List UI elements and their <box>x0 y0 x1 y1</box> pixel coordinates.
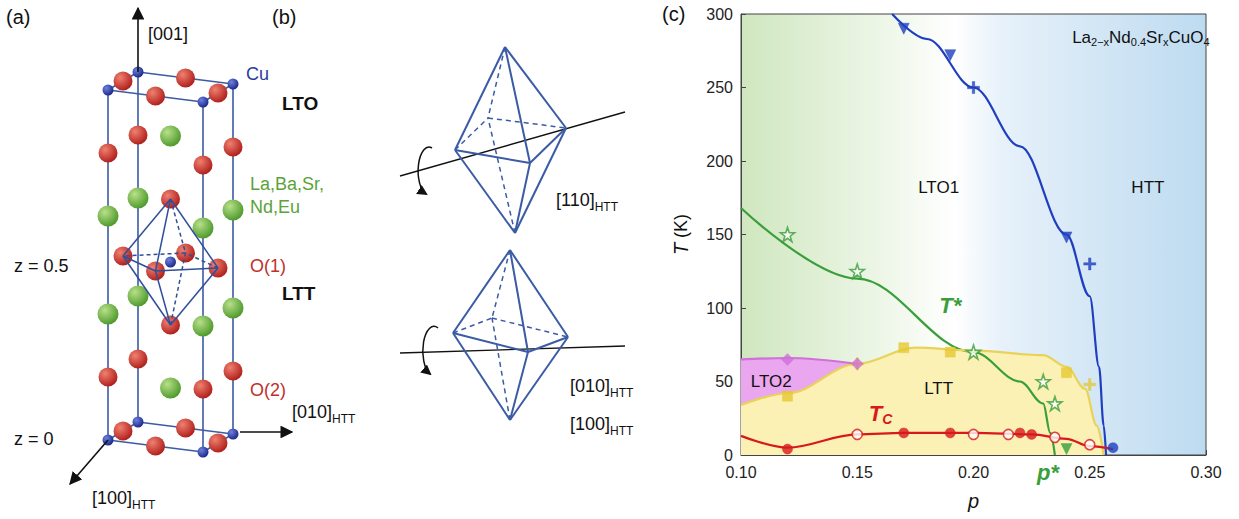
svg-text:[010]HTT: [010]HTT <box>292 402 356 426</box>
svg-text:(a): (a) <box>6 6 30 28</box>
svg-text:Sr: Sr <box>1146 28 1163 47</box>
svg-text:(b): (b) <box>272 6 296 28</box>
svg-text:LTO: LTO <box>282 93 318 114</box>
svg-text:150: 150 <box>706 226 733 243</box>
svg-text:O(1): O(1) <box>250 256 286 276</box>
svg-text:HTT: HTT <box>1131 178 1164 197</box>
svg-text:Cu: Cu <box>246 64 269 84</box>
svg-text:(K): (K) <box>671 214 691 243</box>
svg-text:T*: T* <box>939 293 962 318</box>
svg-text:0.4: 0.4 <box>1131 36 1146 48</box>
svg-text:250: 250 <box>706 79 733 96</box>
svg-text:O(2): O(2) <box>250 380 286 400</box>
svg-text:200: 200 <box>706 153 733 170</box>
svg-text:0: 0 <box>724 447 733 464</box>
svg-text:300: 300 <box>706 6 733 23</box>
svg-text:LTT: LTT <box>924 379 953 398</box>
svg-text:La,Ba,Sr,: La,Ba,Sr, <box>250 174 324 194</box>
svg-text:[100]HTT: [100]HTT <box>92 488 156 512</box>
svg-text:[100]HTT: [100]HTT <box>570 414 634 438</box>
svg-text:La: La <box>1072 28 1091 47</box>
svg-text:100: 100 <box>706 300 733 317</box>
svg-text:LTT: LTT <box>282 283 316 304</box>
svg-text:0.20: 0.20 <box>958 464 989 481</box>
svg-text:z = 0: z = 0 <box>14 429 54 449</box>
svg-text:Nd: Nd <box>1109 28 1131 47</box>
svg-text:Nd,Eu: Nd,Eu <box>250 197 300 217</box>
svg-text:z = 0.5: z = 0.5 <box>14 256 69 276</box>
svg-text:0.25: 0.25 <box>1074 464 1105 481</box>
svg-text:LTO2: LTO2 <box>751 372 792 391</box>
svg-text:[010]HTT: [010]HTT <box>570 376 634 400</box>
svg-text:p*: p* <box>1036 460 1060 485</box>
svg-text:[110]HTT: [110]HTT <box>556 190 619 214</box>
svg-text:0.30: 0.30 <box>1190 464 1221 481</box>
svg-text:[001]: [001] <box>148 24 188 44</box>
svg-text:x: x <box>1163 36 1169 48</box>
svg-text:0.15: 0.15 <box>842 464 873 481</box>
svg-text:T: T <box>670 242 692 256</box>
svg-text:p: p <box>967 490 979 512</box>
svg-text:(c): (c) <box>662 3 685 25</box>
svg-text:C: C <box>882 411 893 427</box>
svg-text:2−x: 2−x <box>1091 36 1110 48</box>
svg-text:50: 50 <box>715 373 733 390</box>
svg-text:T: T <box>868 401 883 427</box>
svg-text:LTO1: LTO1 <box>918 178 959 197</box>
svg-text:4: 4 <box>1204 36 1210 48</box>
svg-text:CuO: CuO <box>1169 28 1204 47</box>
svg-text:0.10: 0.10 <box>725 464 756 481</box>
